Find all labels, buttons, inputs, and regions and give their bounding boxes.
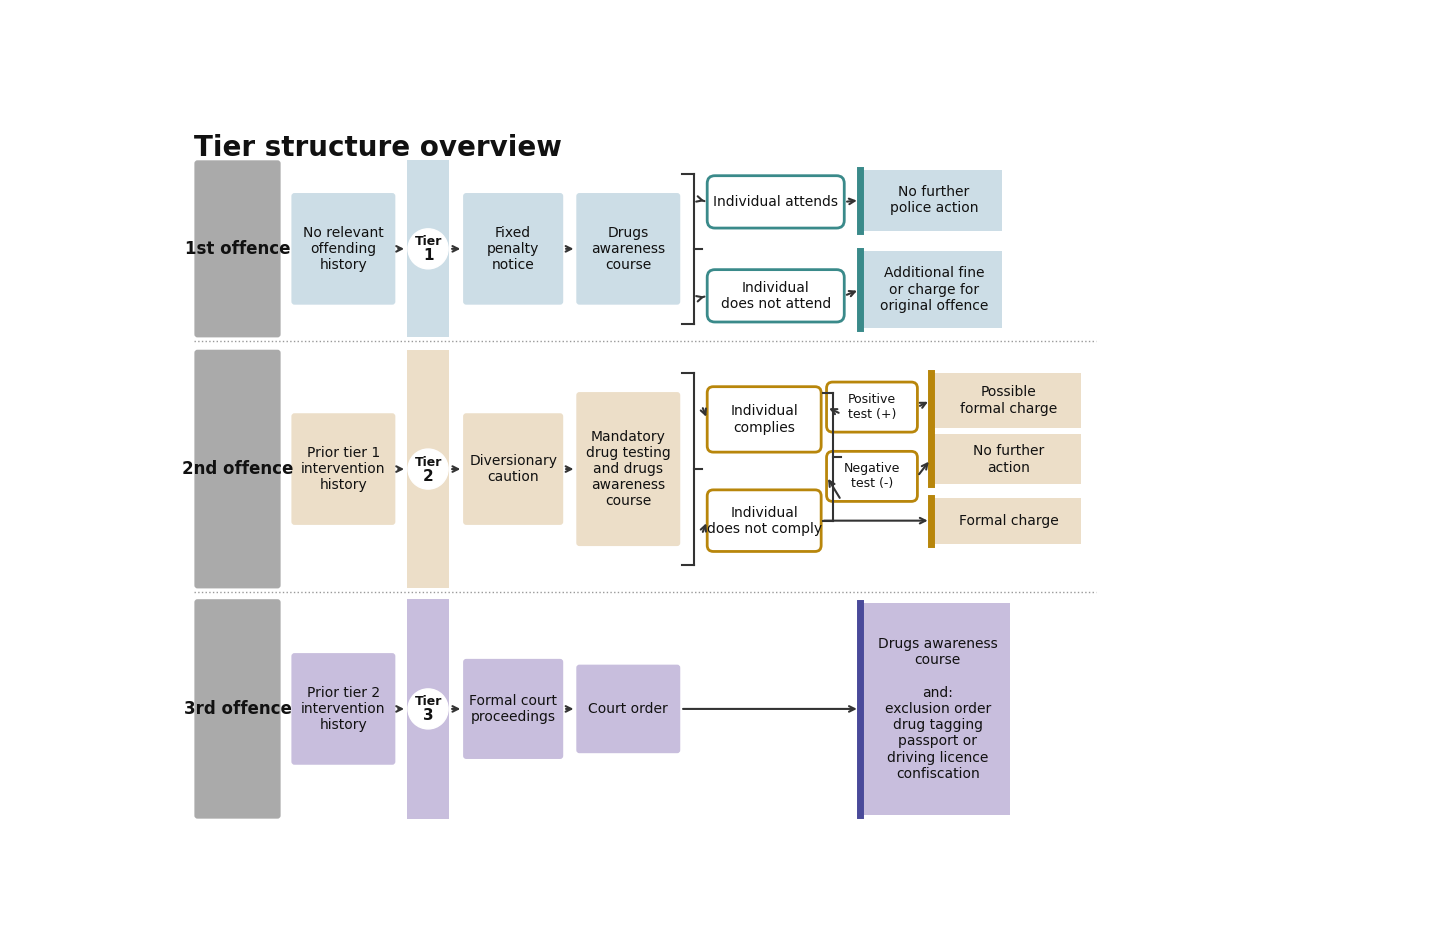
FancyBboxPatch shape <box>576 665 680 753</box>
FancyBboxPatch shape <box>464 193 563 305</box>
Text: Drugs
awareness
course: Drugs awareness course <box>592 226 665 272</box>
FancyBboxPatch shape <box>707 386 821 452</box>
FancyBboxPatch shape <box>194 350 281 588</box>
Bar <box>408 599 449 819</box>
Circle shape <box>408 229 448 269</box>
Text: 1: 1 <box>423 249 433 264</box>
Text: Tier: Tier <box>415 456 442 469</box>
Text: Additional fine
or charge for
original offence: Additional fine or charge for original o… <box>880 266 988 313</box>
Text: 2nd offence: 2nd offence <box>181 460 294 478</box>
Text: Court order: Court order <box>589 702 668 716</box>
FancyBboxPatch shape <box>291 193 396 305</box>
Bar <box>860 251 1002 328</box>
Bar <box>930 497 1080 544</box>
FancyBboxPatch shape <box>291 414 396 525</box>
Text: Mandatory
drug testing
and drugs
awareness
course: Mandatory drug testing and drugs awarene… <box>586 430 671 508</box>
Text: Prior tier 2
intervention
history: Prior tier 2 intervention history <box>301 686 386 733</box>
Bar <box>860 170 1002 231</box>
Text: No relevant
offending
history: No relevant offending history <box>302 226 383 272</box>
Bar <box>408 160 449 338</box>
Text: 3: 3 <box>423 708 433 723</box>
Text: Individual
does not attend: Individual does not attend <box>720 280 831 310</box>
Text: 2: 2 <box>423 468 433 483</box>
Text: Possible
formal charge: Possible formal charge <box>960 386 1057 416</box>
Text: Formal court
proceedings: Formal court proceedings <box>469 694 557 724</box>
Text: Individual attends: Individual attends <box>713 195 838 209</box>
Text: 1st offence: 1st offence <box>184 240 291 258</box>
Bar <box>930 372 1080 429</box>
Text: No further
action: No further action <box>973 445 1044 475</box>
FancyBboxPatch shape <box>827 451 917 502</box>
FancyBboxPatch shape <box>194 599 281 819</box>
Text: Fixed
penalty
notice: Fixed penalty notice <box>487 226 540 272</box>
Bar <box>408 350 449 588</box>
Text: Diversionary
caution: Diversionary caution <box>469 454 557 484</box>
Circle shape <box>408 688 448 729</box>
FancyBboxPatch shape <box>464 414 563 525</box>
Bar <box>930 434 1080 484</box>
FancyBboxPatch shape <box>291 653 396 764</box>
FancyBboxPatch shape <box>707 269 844 322</box>
Text: Tier: Tier <box>415 235 442 249</box>
Text: 3rd offence: 3rd offence <box>183 700 291 718</box>
FancyBboxPatch shape <box>707 175 844 228</box>
FancyBboxPatch shape <box>576 392 680 546</box>
FancyBboxPatch shape <box>194 160 281 338</box>
Text: Formal charge: Formal charge <box>959 514 1058 528</box>
Bar <box>860 603 1009 815</box>
Text: Individual
complies: Individual complies <box>730 404 798 434</box>
Text: Tier structure overview: Tier structure overview <box>194 134 562 162</box>
Text: Drugs awareness
course

and:
exclusion order
drug tagging
passport or
driving li: Drugs awareness course and: exclusion or… <box>878 637 998 780</box>
Text: Positive
test (+): Positive test (+) <box>848 393 896 421</box>
FancyBboxPatch shape <box>827 382 917 432</box>
Text: Prior tier 1
intervention
history: Prior tier 1 intervention history <box>301 446 386 492</box>
Text: Individual
does not comply: Individual does not comply <box>707 506 822 536</box>
FancyBboxPatch shape <box>576 193 680 305</box>
Text: Tier: Tier <box>415 695 442 708</box>
FancyBboxPatch shape <box>464 658 563 759</box>
Circle shape <box>408 449 448 489</box>
Text: No further
police action: No further police action <box>890 185 978 216</box>
Text: Negative
test (-): Negative test (-) <box>844 462 900 491</box>
FancyBboxPatch shape <box>707 490 821 552</box>
